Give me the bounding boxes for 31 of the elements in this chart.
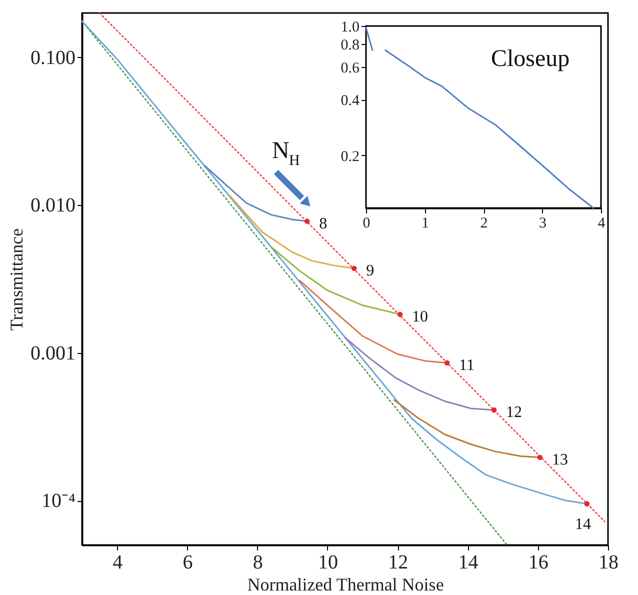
y-tick-label: 0.100 <box>30 46 76 69</box>
x-tick-label: 16 <box>528 552 548 574</box>
x-tick-label: 0 <box>362 216 370 232</box>
y-tick-label: 0.8 <box>340 37 360 54</box>
annotation: 11 <box>459 356 474 374</box>
annotation: 12 <box>506 404 522 422</box>
annotation: 13 <box>552 451 568 468</box>
annotation: 14 <box>574 516 591 533</box>
annotation: 9 <box>366 262 374 280</box>
x-tick-label: 6 <box>182 552 193 574</box>
y-tick-label: 0.4 <box>340 93 360 110</box>
y-tick-label: 1.0 <box>340 20 360 36</box>
x-tick-label: 4 <box>598 216 606 232</box>
x-tick-label: 10 <box>318 552 338 574</box>
annotation: Closeup <box>491 46 570 72</box>
y-tick-label: 0.6 <box>340 60 360 77</box>
y-axis-title: Transmittance <box>6 228 26 331</box>
x-axis-title: Normalized Thermal Noise <box>247 574 444 594</box>
annotation: 10 <box>412 308 428 326</box>
x-tick-label: 14 <box>458 552 478 574</box>
x-tick-label: 12 <box>388 552 408 574</box>
x-tick-label: 2 <box>480 216 488 232</box>
x-tick-label: 4 <box>112 552 123 574</box>
x-tick-label: 1 <box>422 216 429 232</box>
x-tick-label: 8 <box>252 552 263 574</box>
x-tick-label: 3 <box>539 216 546 232</box>
y-tick-label: 10⁻⁴ <box>42 490 76 512</box>
x-tick-label: 18 <box>598 552 618 574</box>
y-tick-label: 0.001 <box>30 342 76 364</box>
y-tick-label: 0.010 <box>30 194 76 217</box>
y-tick-label: 0.2 <box>340 148 360 165</box>
